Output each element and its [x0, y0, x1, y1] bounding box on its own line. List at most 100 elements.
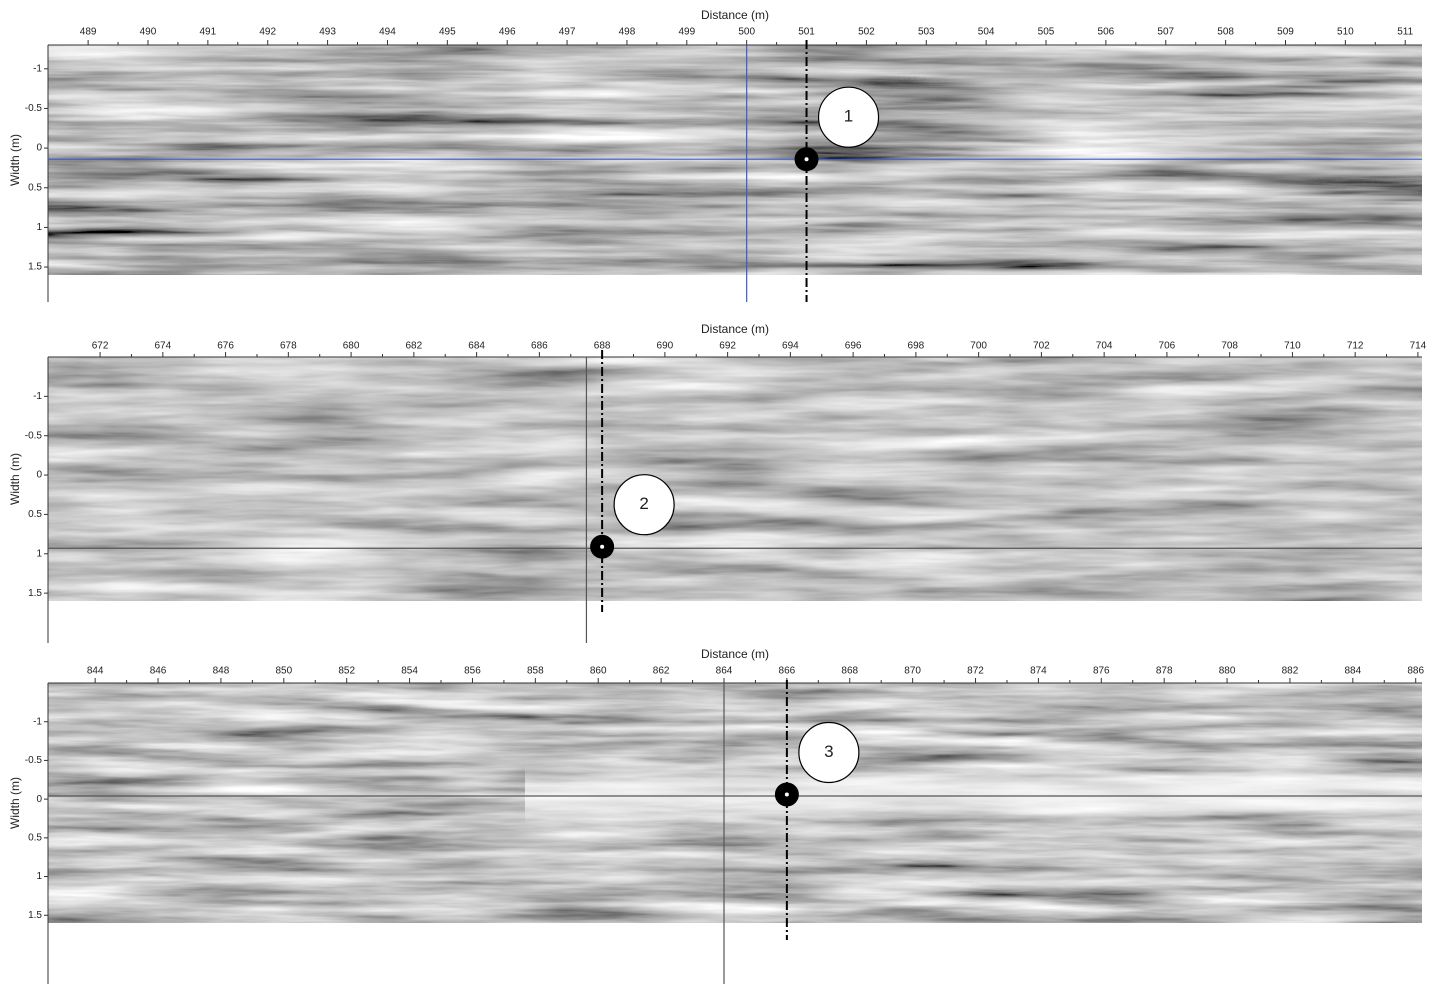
x-tick-label: 686: [531, 341, 548, 352]
x-tick-label: 698: [908, 341, 925, 352]
page: {"chart_data": [ {"type": "radargram", "…: [0, 0, 1443, 984]
marker-center: [785, 792, 789, 796]
x-tick-label: 844: [87, 666, 104, 677]
x-tick-label: 708: [1221, 341, 1238, 352]
x-tick-label: 494: [379, 27, 396, 38]
y-tick-label: 0.5: [28, 182, 42, 193]
x-tick-label: 848: [213, 666, 230, 677]
y-tick-label: -0.5: [25, 755, 43, 766]
x-tick-label: 696: [845, 341, 862, 352]
x-tick-label: 511: [1397, 27, 1413, 38]
x-tick-label: 886: [1407, 666, 1424, 677]
x-axis-title: Distance (m): [701, 8, 769, 22]
x-tick-label: 505: [1038, 27, 1055, 38]
x-tick-label: 493: [319, 27, 336, 38]
y-tick-label: 0: [36, 470, 42, 481]
y-tick-label: 0: [36, 143, 42, 154]
annotation-label: 1: [844, 107, 853, 126]
x-tick-label: 674: [154, 341, 171, 352]
x-tick-label: 884: [1344, 666, 1361, 677]
x-tick-label: 706: [1159, 341, 1176, 352]
x-tick-label: 502: [858, 27, 875, 38]
y-tick-label: -0.5: [25, 103, 43, 114]
y-tick-label: 1.5: [28, 588, 42, 599]
y-tick-label: 1: [36, 222, 42, 233]
x-axis-title: Distance (m): [701, 647, 769, 661]
figure: Distance (m) Width (m) 489 490 491 492 493 494 4…: [0, 0, 1443, 984]
x-tick-label: 688: [594, 341, 611, 352]
x-tick-label: 506: [1098, 27, 1115, 38]
x-tick-label: 500: [738, 27, 755, 38]
y-tick-label: 1.5: [28, 262, 42, 273]
annotation-label: 3: [824, 742, 833, 761]
x-tick-label: 501: [798, 27, 815, 38]
x-tick-label: 499: [678, 27, 695, 38]
x-tick-label: 846: [150, 666, 167, 677]
x-tick-label: 690: [657, 341, 674, 352]
panel: Distance (m) Width (m) 489 490 491 492 493 494 4…: [8, 8, 1422, 302]
panel: Distance (m) Width (m) 844 846 848 850 852 854 8…: [8, 647, 1424, 984]
x-tick-label: 860: [590, 666, 607, 677]
x-tick-label: 704: [1096, 341, 1113, 352]
x-tick-label: 498: [619, 27, 636, 38]
x-tick-label: 672: [92, 341, 109, 352]
x-tick-label: 490: [140, 27, 157, 38]
x-tick-label: 702: [1033, 341, 1050, 352]
y-tick-label: 1.5: [28, 910, 42, 921]
x-tick-label: 676: [217, 341, 234, 352]
y-tick-label: -0.5: [25, 430, 43, 441]
y-tick-label: 0: [36, 794, 42, 805]
x-tick-label: 880: [1219, 666, 1236, 677]
x-tick-label: 680: [343, 341, 360, 352]
y-tick-label: -1: [33, 391, 42, 402]
x-tick-label: 495: [439, 27, 456, 38]
y-tick-label: -1: [33, 63, 42, 74]
x-tick-label: 710: [1284, 341, 1301, 352]
annotation-label: 2: [639, 494, 648, 513]
x-tick-label: 882: [1282, 666, 1299, 677]
x-tick-label: 504: [978, 27, 995, 38]
x-tick-label: 497: [559, 27, 576, 38]
x-tick-label: 682: [406, 341, 423, 352]
x-tick-label: 509: [1277, 27, 1294, 38]
x-tick-label: 864: [716, 666, 733, 677]
x-tick-label: 856: [464, 666, 481, 677]
x-tick-label: 866: [779, 666, 796, 677]
y-tick-label: 1: [36, 871, 42, 882]
x-tick-label: 714: [1410, 341, 1427, 352]
y-axis-title: Width (m): [8, 453, 22, 505]
y-tick-label: -1: [33, 716, 42, 727]
y-tick-label: 0.5: [28, 832, 42, 843]
x-tick-label: 872: [967, 666, 984, 677]
x-tick-label: 852: [338, 666, 355, 677]
x-tick-label: 874: [1030, 666, 1047, 677]
x-tick-label: 878: [1156, 666, 1173, 677]
x-tick-label: 712: [1347, 341, 1364, 352]
x-tick-label: 491: [200, 27, 217, 38]
x-tick-label: 510: [1337, 27, 1354, 38]
y-tick-label: 1: [36, 548, 42, 559]
x-tick-label: 858: [527, 666, 544, 677]
x-tick-label: 503: [918, 27, 935, 38]
bright-reflection: [525, 764, 1422, 824]
marker-center: [805, 157, 809, 161]
y-tick-label: 0.5: [28, 509, 42, 520]
radar-image: [48, 45, 1422, 275]
x-tick-label: 492: [259, 27, 276, 38]
x-axis-title: Distance (m): [701, 322, 769, 336]
x-tick-label: 854: [401, 666, 418, 677]
x-tick-label: 684: [468, 341, 485, 352]
x-tick-label: 870: [904, 666, 921, 677]
x-tick-label: 868: [841, 666, 858, 677]
x-tick-label: 678: [280, 341, 297, 352]
x-tick-label: 876: [1093, 666, 1110, 677]
x-tick-label: 850: [275, 666, 292, 677]
y-axis-title: Width (m): [8, 134, 22, 186]
x-tick-label: 507: [1157, 27, 1174, 38]
x-tick-label: 496: [499, 27, 516, 38]
x-tick-label: 489: [80, 27, 97, 38]
y-axis-title: Width (m): [8, 777, 22, 829]
panel: Distance (m) Width (m) 672 674 676 678 680 682 6…: [8, 322, 1427, 643]
x-tick-label: 508: [1217, 27, 1234, 38]
radar-image: [48, 357, 1422, 601]
